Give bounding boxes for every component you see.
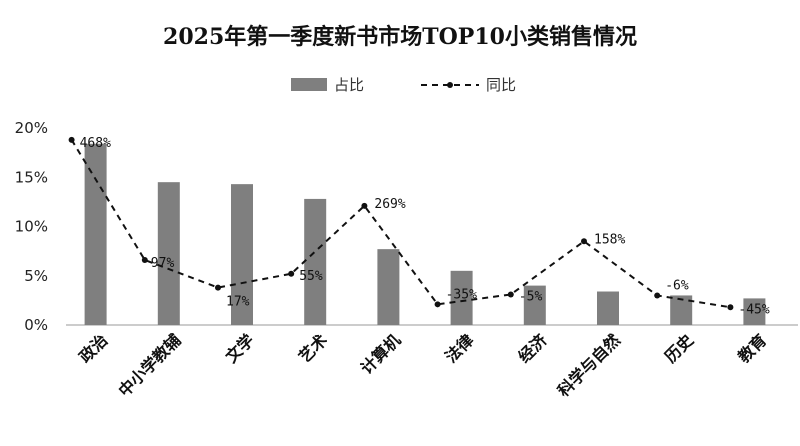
bar: [670, 295, 693, 325]
data-label: 269%: [374, 197, 405, 212]
x-category-label: 教育: [734, 330, 770, 366]
x-category-label: 历史: [661, 330, 698, 367]
line-point: [68, 136, 75, 143]
bar: [377, 249, 400, 325]
legend-bar-swatch: [291, 78, 327, 91]
x-axis: 政治 中小学教辅 文学 艺术 计算机 法律 经济 科学与自然 历史 教育: [66, 324, 798, 400]
data-label: 97%: [151, 256, 175, 271]
bar: [743, 298, 766, 325]
x-category-label: 科学与自然: [554, 330, 624, 400]
y-axis: 0% 5% 10% 15% 20%: [15, 119, 48, 334]
y-tick-label: 10%: [15, 218, 48, 236]
y-tick-label: 5%: [24, 267, 48, 285]
x-category-label: 中小学教辅: [115, 330, 185, 400]
x-category-label: 经济: [515, 330, 552, 367]
y-tick-label: 20%: [15, 119, 48, 137]
x-category-label: 文学: [222, 330, 258, 366]
line-point: [654, 292, 661, 299]
data-label: 468%: [80, 136, 111, 151]
data-label: -35%: [446, 287, 477, 302]
line-point: [434, 301, 441, 308]
bar: [450, 270, 473, 325]
bar: [523, 285, 546, 325]
bar: [84, 143, 107, 325]
bar: [231, 184, 253, 325]
x-category-label: 计算机: [357, 330, 404, 377]
line-point: [361, 202, 368, 209]
data-label: -5%: [519, 289, 543, 304]
data-label: 17%: [226, 295, 250, 310]
data-label: -45%: [738, 302, 769, 317]
line-point: [288, 270, 295, 277]
x-category-label: 法律: [441, 330, 477, 366]
line-point: [727, 304, 734, 311]
line-series: [68, 136, 734, 311]
legend-line-marker: [447, 82, 453, 88]
line-point: [581, 238, 587, 245]
line-point: [507, 291, 514, 298]
chart-title: 2025年第一季度新书市场TOP10小类销售情况: [163, 24, 637, 50]
bar: [304, 198, 327, 325]
y-tick-label: 0%: [24, 316, 48, 334]
legend-bar-label: 占比: [334, 76, 364, 94]
x-category-label: 艺术: [295, 330, 331, 366]
bar-series: [84, 143, 766, 325]
legend: 占比 同比: [291, 76, 516, 94]
legend-line-label: 同比: [486, 76, 516, 94]
y-tick-label: 15%: [15, 168, 48, 186]
bar: [157, 182, 180, 325]
x-category-label: 政治: [75, 330, 111, 366]
line-point: [141, 256, 148, 263]
line-path: [70, 139, 731, 309]
data-label: 158%: [594, 232, 625, 247]
data-label: 55%: [299, 269, 323, 284]
data-labels: 468% 97% 17% 55% 269% -35% -5% 158% -6% -45%: [80, 136, 770, 317]
bar: [597, 291, 619, 325]
line-point: [215, 284, 221, 291]
data-label: -6%: [665, 278, 689, 293]
